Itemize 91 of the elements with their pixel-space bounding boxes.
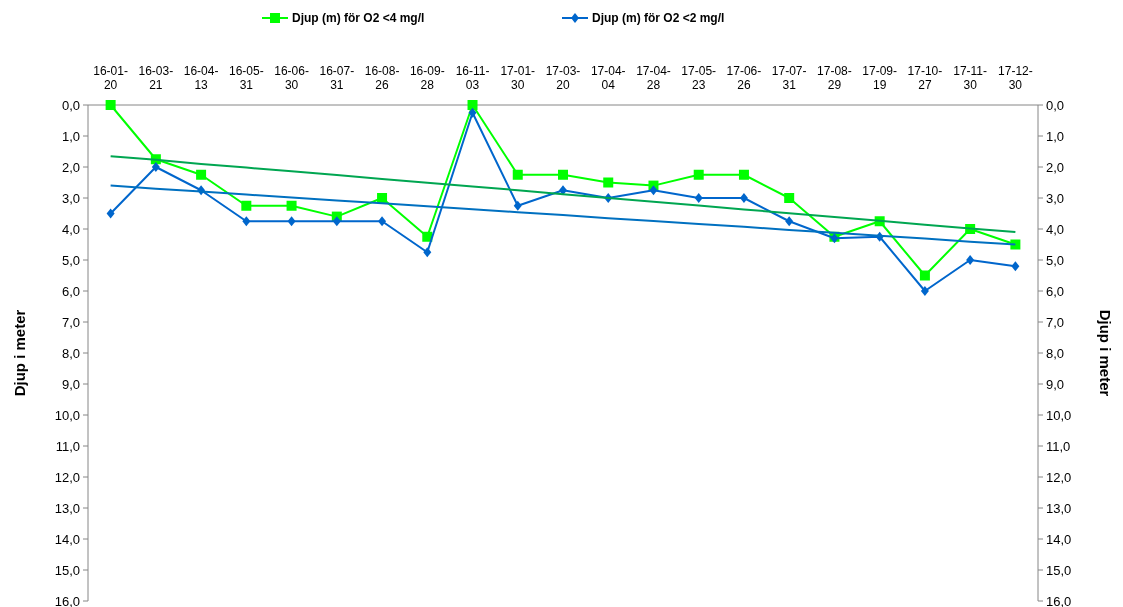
x-tick-label: 17-11-30 bbox=[953, 64, 988, 93]
y2-tick-label: 14,0 bbox=[1046, 531, 1072, 547]
x-tick-label: 17-12-30 bbox=[998, 64, 1033, 93]
y2-axis-title: Djup i meter bbox=[1096, 309, 1114, 397]
y2-tick-label: 13,0 bbox=[1046, 500, 1072, 516]
y-tick-label: 14,0 bbox=[54, 531, 80, 547]
x-tick-label: 16-05-31 bbox=[228, 64, 264, 93]
x-tick-label: 17-10-27 bbox=[907, 64, 943, 93]
y2-tick-label: 7,0 bbox=[1046, 314, 1065, 330]
point bbox=[739, 193, 748, 203]
x-tick-label: 17-09-19 bbox=[862, 64, 898, 93]
y2-tick-label: 9,0 bbox=[1046, 376, 1065, 392]
point bbox=[738, 169, 749, 180]
point bbox=[558, 169, 568, 180]
x-tick-label: 16-11-03 bbox=[455, 64, 490, 93]
y-tick-label: 12,0 bbox=[54, 469, 80, 485]
point bbox=[919, 270, 930, 281]
y-tick-label: 13,0 bbox=[54, 500, 80, 516]
x-tick-label: 17-07-31 bbox=[771, 64, 807, 93]
y-tick-label: 10,0 bbox=[54, 407, 80, 423]
x-tick-label: 16-06-30 bbox=[274, 64, 309, 93]
y2-tick-label: 1,0 bbox=[1046, 128, 1065, 144]
y2-tick-label: 10,0 bbox=[1046, 407, 1072, 423]
y-tick-label: 1,0 bbox=[61, 128, 80, 144]
point bbox=[241, 200, 252, 211]
line-series bbox=[109, 155, 1017, 234]
point bbox=[785, 216, 794, 227]
y2-tick-label: 8,0 bbox=[1046, 345, 1065, 361]
x-tick-label: 17-04-28 bbox=[636, 64, 671, 93]
y2-tick-label: 0,0 bbox=[1046, 97, 1065, 113]
point bbox=[1011, 261, 1020, 272]
y-tick-label: 11,0 bbox=[55, 438, 80, 454]
y-tick-label: 7,0 bbox=[61, 314, 80, 330]
point bbox=[649, 185, 658, 196]
y-tick-label: 4,0 bbox=[61, 221, 80, 237]
point bbox=[151, 162, 160, 172]
y2-tick-label: 6,0 bbox=[1046, 283, 1065, 299]
y-tick-label: 15,0 bbox=[54, 562, 80, 578]
point bbox=[512, 169, 523, 180]
point bbox=[694, 193, 703, 203]
point bbox=[287, 216, 296, 227]
y-tick-label: 16,0 bbox=[54, 593, 80, 607]
y2-tick-label: 2,0 bbox=[1046, 159, 1065, 175]
point bbox=[377, 193, 388, 203]
x-tick-label: 17-06-26 bbox=[726, 64, 762, 93]
x-tick-label: 17-04-04 bbox=[590, 64, 626, 93]
y-tick-label: 6,0 bbox=[61, 283, 80, 299]
point bbox=[1010, 239, 1021, 250]
point bbox=[513, 200, 522, 211]
x-tick-label: 16-03-21 bbox=[138, 64, 174, 93]
x-tick-label: 17-03-20 bbox=[545, 64, 581, 93]
y-axis-title: Djup i meter bbox=[11, 309, 29, 397]
y-tick-label: 2,0 bbox=[61, 159, 80, 175]
y2-tick-label: 11,0 bbox=[1046, 438, 1071, 454]
y-tick-label: 8,0 bbox=[61, 345, 80, 361]
y2-tick-label: 15,0 bbox=[1046, 562, 1072, 578]
x-tick-label: 17-08-29 bbox=[817, 64, 852, 93]
point bbox=[468, 107, 477, 118]
point bbox=[966, 255, 975, 265]
x-tick-label: 16-08-26 bbox=[364, 64, 400, 93]
y2-tick-label: 4,0 bbox=[1046, 221, 1065, 237]
y2-tick-label: 12,0 bbox=[1046, 469, 1072, 485]
y-tick-label: 3,0 bbox=[61, 190, 80, 206]
point bbox=[332, 216, 341, 227]
point bbox=[286, 200, 297, 211]
x-tick-label: 16-01-20 bbox=[93, 64, 128, 93]
point bbox=[106, 208, 115, 219]
point bbox=[423, 247, 432, 258]
y2-tick-label: 5,0 bbox=[1046, 252, 1065, 268]
point bbox=[378, 216, 387, 227]
point bbox=[105, 100, 116, 110]
y2-tick-label: 16,0 bbox=[1046, 593, 1072, 607]
y-tick-label: 0,0 bbox=[61, 97, 80, 113]
legend-label: Djup (m) för O2 <2 mg/l bbox=[592, 11, 725, 26]
y2-tick-label: 3,0 bbox=[1046, 190, 1065, 206]
point bbox=[693, 169, 704, 180]
point bbox=[242, 216, 251, 227]
point bbox=[920, 286, 929, 296]
point bbox=[603, 177, 614, 188]
x-tick-label: 16-09-28 bbox=[409, 64, 445, 93]
point bbox=[467, 100, 478, 110]
legend-label: Djup (m) för O2 <4 mg/l bbox=[292, 11, 425, 26]
point bbox=[422, 231, 433, 242]
point bbox=[196, 169, 207, 180]
x-tick-label: 17-01-30 bbox=[500, 64, 536, 93]
x-tick-label: 17-05-23 bbox=[681, 64, 717, 93]
y-tick-label: 5,0 bbox=[61, 252, 80, 268]
x-tick-label: 16-04-13 bbox=[183, 64, 219, 93]
y-tick-label: 9,0 bbox=[61, 376, 80, 392]
point bbox=[784, 193, 795, 203]
x-tick-label: 16-07-31 bbox=[319, 64, 355, 93]
